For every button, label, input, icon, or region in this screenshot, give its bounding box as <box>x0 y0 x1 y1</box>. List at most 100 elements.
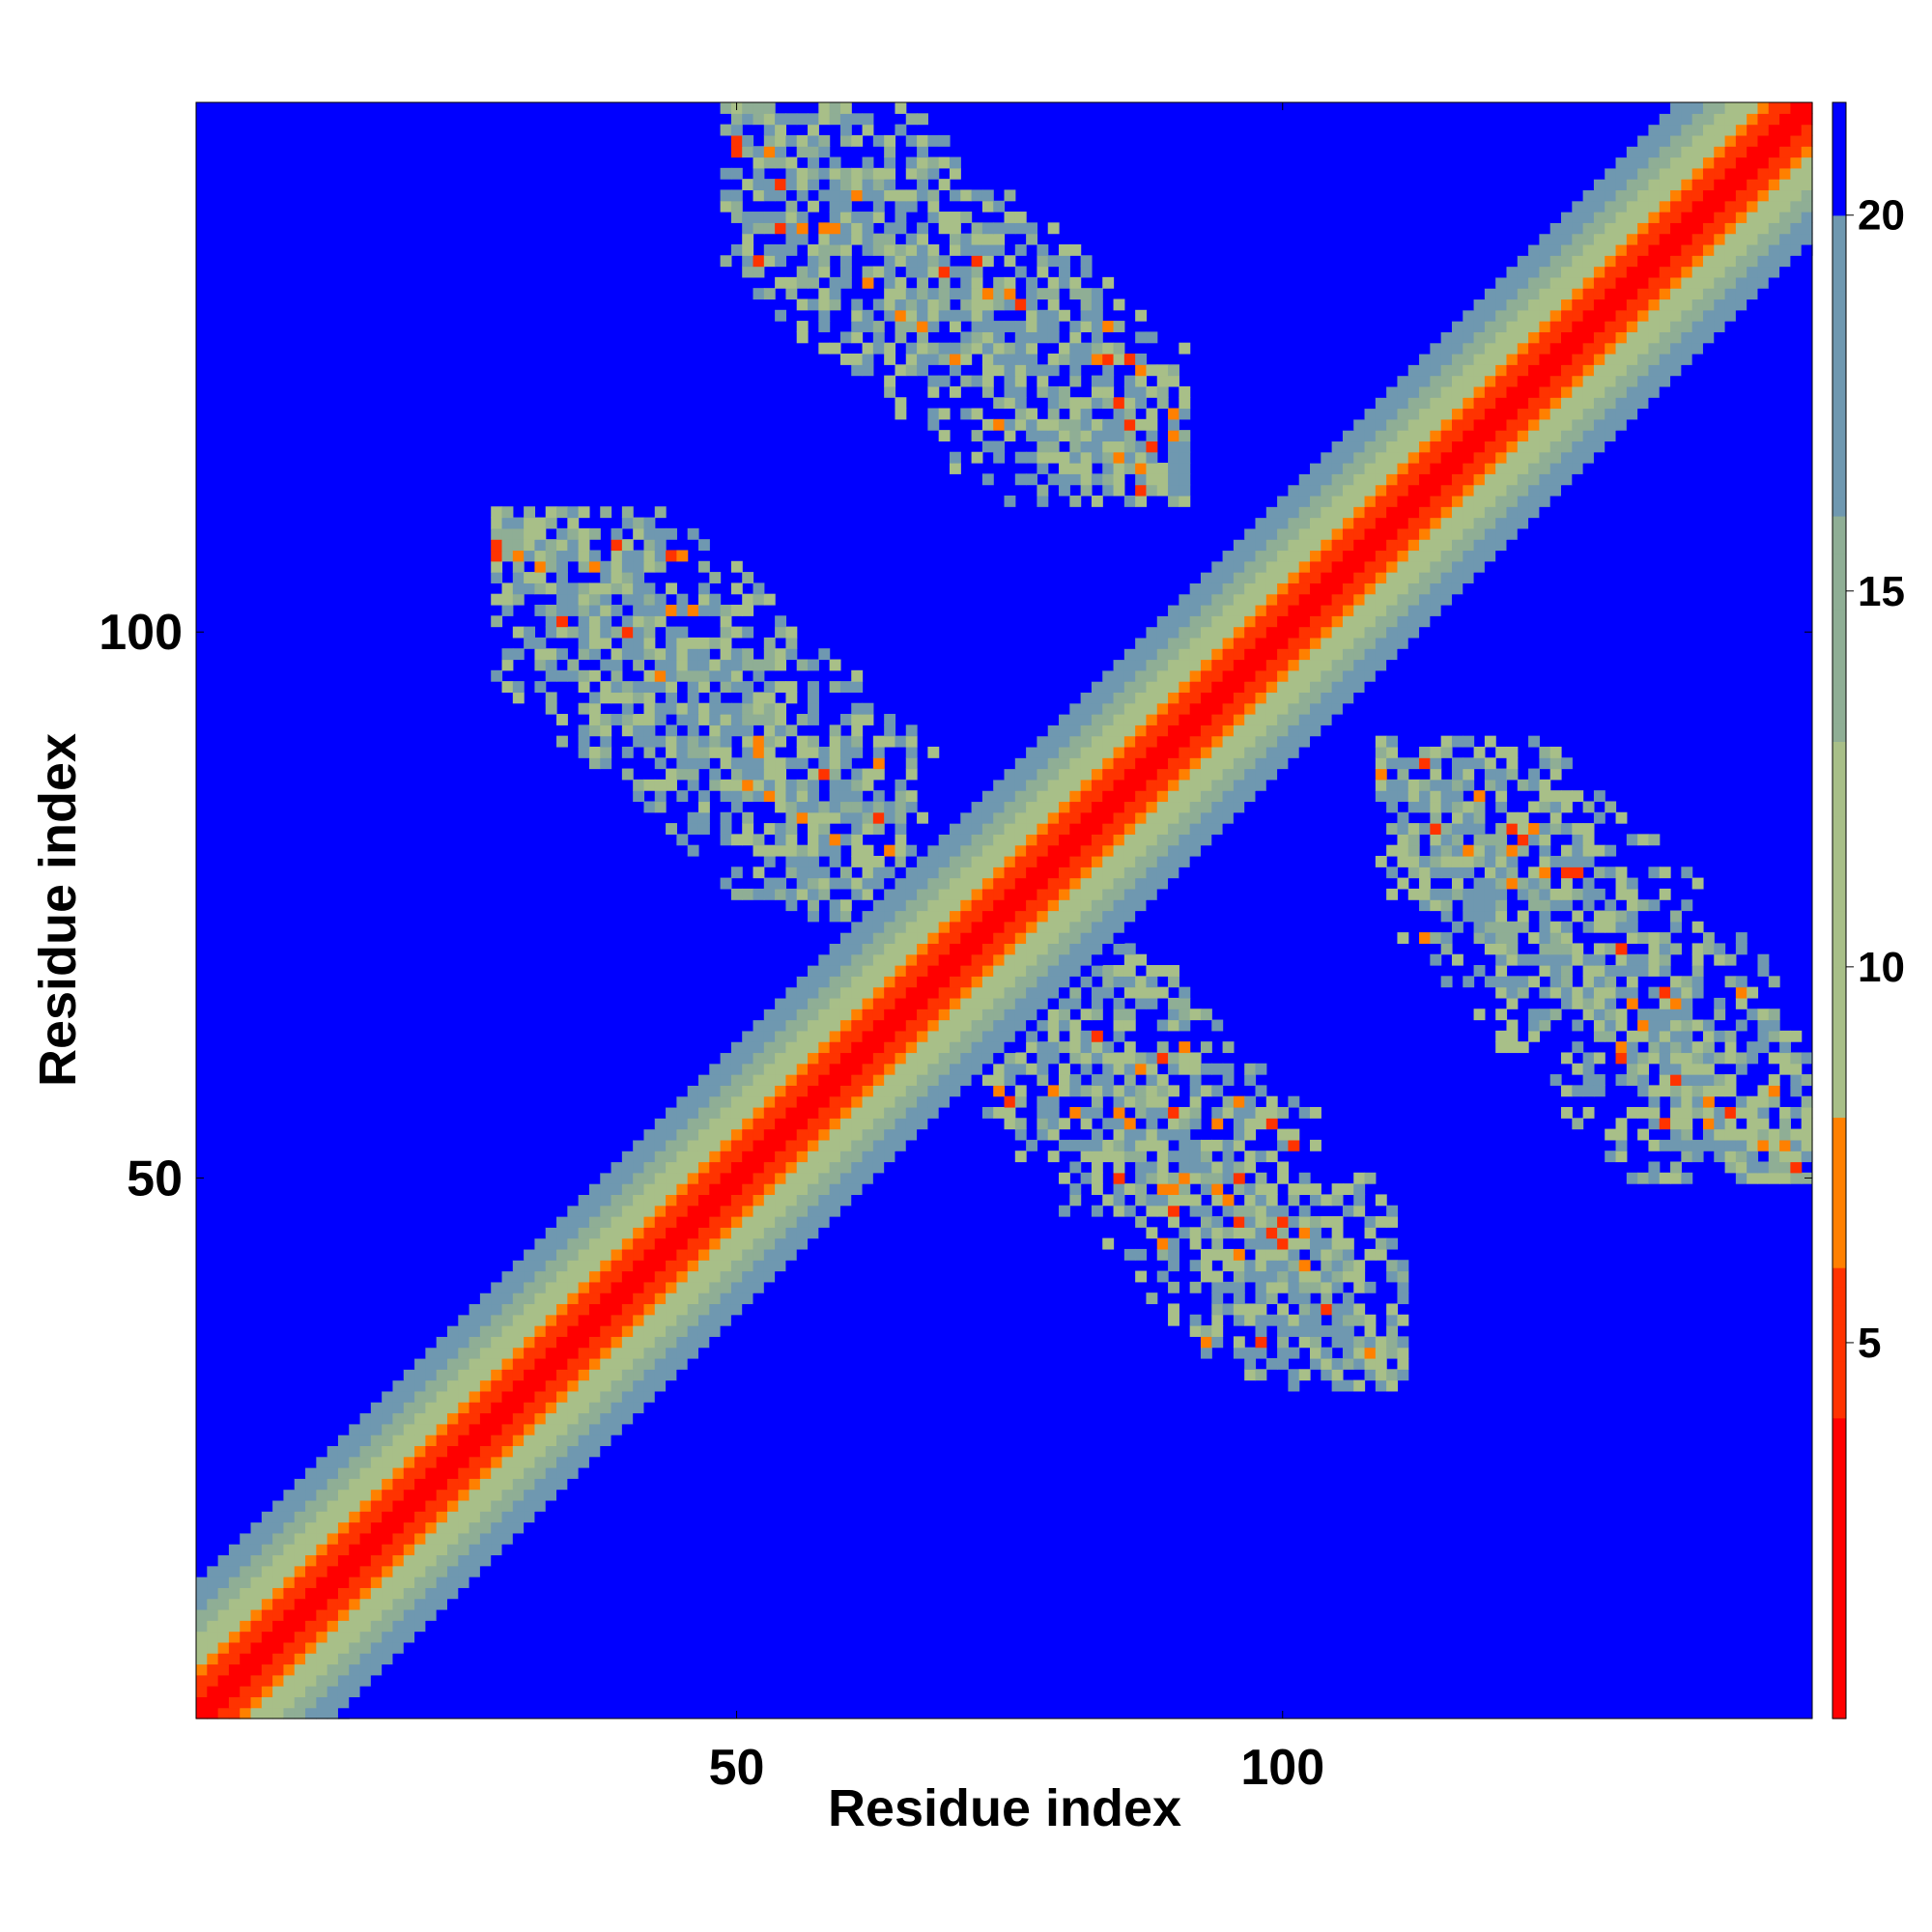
heatmap-cell <box>1407 779 1420 791</box>
heatmap-cell <box>446 1325 459 1337</box>
heatmap-cell <box>1277 506 1289 519</box>
heatmap-cell <box>1397 527 1409 540</box>
heatmap-cell <box>676 1183 689 1195</box>
heatmap-cell <box>796 997 809 1009</box>
heatmap-cell <box>1156 702 1169 715</box>
heatmap-cell <box>1353 550 1366 562</box>
heatmap-cell <box>1014 888 1027 900</box>
heatmap-cell <box>534 1227 547 1239</box>
heatmap-cell <box>905 790 918 803</box>
heatmap-cell <box>1179 451 1191 464</box>
heatmap-cell <box>1168 844 1179 857</box>
heatmap-cell <box>1506 768 1519 781</box>
heatmap-cell <box>1059 976 1070 988</box>
heatmap-cell <box>469 1390 481 1403</box>
heatmap-cell <box>730 702 743 715</box>
heatmap-cell <box>534 550 547 562</box>
heatmap-cell <box>949 997 961 1009</box>
heatmap-cell <box>403 1357 415 1370</box>
heatmap-cell <box>1059 790 1070 803</box>
heatmap-cell <box>1004 1009 1016 1021</box>
heatmap-cell <box>720 1281 732 1293</box>
heatmap-cell <box>1069 430 1082 442</box>
heatmap-cell <box>1364 484 1377 497</box>
heatmap-cell <box>1407 834 1420 846</box>
heatmap-cell <box>709 1183 722 1195</box>
heatmap-cell <box>884 986 896 999</box>
heatmap-cell <box>1615 1074 1628 1086</box>
heatmap-cell <box>512 1532 525 1545</box>
heatmap-cell <box>1353 615 1366 628</box>
heatmap-cell <box>895 986 907 999</box>
heatmap-cell <box>775 1151 787 1163</box>
heatmap-cell <box>458 1445 470 1458</box>
heatmap-cell <box>545 615 557 628</box>
heatmap-cell <box>1463 495 1475 507</box>
heatmap-cell <box>1637 1063 1650 1075</box>
heatmap-cell <box>337 1499 350 1512</box>
heatmap-cell <box>862 965 874 977</box>
heatmap-cell <box>1244 1260 1257 1272</box>
heatmap-cell <box>1080 724 1093 737</box>
heatmap-cell <box>501 1521 514 1534</box>
heatmap-cell <box>501 1511 514 1523</box>
heatmap-cell <box>1549 440 1562 453</box>
heatmap-cell <box>1244 1314 1257 1326</box>
heatmap-cell <box>1113 1161 1125 1174</box>
heatmap-cell <box>1637 1019 1650 1032</box>
heatmap-cell <box>524 1499 536 1512</box>
heatmap-cell <box>1123 451 1136 464</box>
heatmap-cell <box>1407 506 1420 519</box>
heatmap-cell <box>1179 1151 1191 1163</box>
heatmap-cell <box>1298 1183 1311 1195</box>
heatmap-cell <box>1026 899 1038 912</box>
heatmap-cell <box>1102 440 1115 453</box>
heatmap-cell <box>676 1128 689 1141</box>
heatmap-cell <box>1233 669 1245 682</box>
heatmap-cell <box>272 1544 285 1556</box>
heatmap-cell <box>316 1532 328 1545</box>
heatmap-cell <box>403 1379 415 1392</box>
heatmap-cell <box>1113 1052 1125 1065</box>
heatmap-cell <box>666 1237 677 1250</box>
heatmap-cell <box>1080 953 1093 966</box>
heatmap-cell <box>1288 1270 1300 1283</box>
heatmap-cell <box>1342 527 1354 540</box>
heatmap-cell <box>676 1248 689 1261</box>
heatmap-cell <box>1735 1172 1747 1184</box>
heatmap-cell <box>1004 1095 1016 1108</box>
heatmap-cell <box>578 539 590 552</box>
heatmap-cell <box>1375 659 1387 671</box>
heatmap-cell <box>556 669 568 682</box>
heatmap-cell <box>501 1325 514 1337</box>
heatmap-cell <box>337 1565 350 1577</box>
heatmap-cell <box>1004 899 1016 912</box>
heatmap-cell <box>1714 953 1726 966</box>
heatmap-cell <box>501 593 514 606</box>
heatmap-cell <box>1047 1106 1060 1119</box>
heatmap-cell <box>1047 757 1060 770</box>
heatmap-cell <box>829 877 841 890</box>
heatmap-cell <box>709 1063 722 1075</box>
heatmap-cell <box>654 1325 667 1337</box>
heatmap-cell <box>359 1598 372 1610</box>
heatmap-cell <box>524 1435 536 1446</box>
heatmap-cell <box>895 823 907 835</box>
heatmap-cell <box>621 1270 634 1283</box>
heatmap-cell <box>839 1019 852 1032</box>
heatmap-cell <box>697 1336 710 1349</box>
heatmap-cell <box>578 1183 590 1195</box>
heatmap-cell <box>1233 1128 1245 1141</box>
heatmap-cell <box>709 1151 722 1163</box>
heatmap-cell <box>643 1293 656 1305</box>
heatmap-cell <box>839 811 852 824</box>
heatmap-cell <box>1069 1194 1082 1207</box>
heatmap-cell <box>917 921 928 933</box>
heatmap-cell <box>1091 1172 1103 1184</box>
heatmap-cell <box>512 1325 525 1337</box>
heatmap-cell <box>1757 953 1770 966</box>
heatmap-cell <box>578 1402 590 1414</box>
heatmap-cell <box>1179 430 1191 442</box>
heatmap-cell <box>1582 463 1595 474</box>
heatmap-cell <box>742 1205 754 1217</box>
